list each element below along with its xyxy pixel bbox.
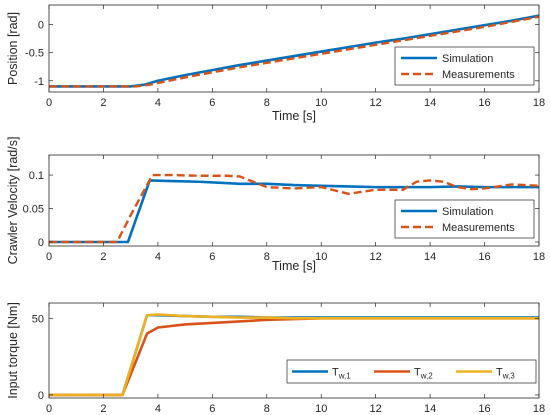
x-tick-label: 8 xyxy=(264,97,270,109)
y-tick-label: -0.5 xyxy=(25,48,44,60)
legend-box xyxy=(394,199,535,239)
x-tick-label: 8 xyxy=(264,251,270,263)
x-tick-label: 14 xyxy=(424,97,436,109)
panel-1: 0 2 4 6 8 10 12 14 16 18 -1 -0.5 0 Time [s] Position [… xyxy=(6,4,545,123)
panel-3: 0 2 4 6 8 10 12 14 16 18 0 50 Input torque [Nm] Tw,1 T… xyxy=(6,302,545,415)
legend: Simulation Measurements xyxy=(394,46,535,86)
x-tick-label: 0 xyxy=(46,403,52,415)
x-tick-label: 14 xyxy=(424,403,436,415)
y-axis-label: Crawler Velocity [rad/s] xyxy=(6,137,20,265)
x-tick-label: 8 xyxy=(264,403,270,415)
series-line-1 xyxy=(49,179,539,244)
x-tick-label: 4 xyxy=(155,403,161,415)
x-tick-label: 4 xyxy=(155,251,161,263)
legend-label-subscript: w,1 xyxy=(338,372,352,381)
x-tick-label: 6 xyxy=(209,97,215,109)
y-tick-label: 50 xyxy=(32,313,44,325)
x-tick-label: 18 xyxy=(533,97,545,109)
x-tick-label: 10 xyxy=(315,251,327,263)
series-line-3 xyxy=(49,313,539,397)
panel-2: 0 2 4 6 8 10 12 14 16 18 0 0.05 0.1 Time [s] Crawler V… xyxy=(6,137,545,273)
x-tick-label: 10 xyxy=(315,97,327,109)
y-tick-label: 0 xyxy=(38,237,44,249)
series-line-1 xyxy=(49,14,539,88)
x-tick-label: 12 xyxy=(370,251,382,263)
x-tick-label: 2 xyxy=(100,251,106,263)
x-axis-label: Time [s] xyxy=(272,259,316,273)
legend-label: Measurements xyxy=(442,222,515,234)
x-tick-label: 18 xyxy=(533,251,545,263)
x-tick-label: 10 xyxy=(315,403,327,415)
x-tick-label: 14 xyxy=(424,251,436,263)
x-tick-label: 12 xyxy=(370,403,382,415)
legend-label: Measurements xyxy=(442,69,515,81)
legend-box xyxy=(394,46,535,86)
legend-box xyxy=(286,359,537,384)
y-axis-label: Input torque [Nm] xyxy=(6,302,20,399)
x-tick-label: 0 xyxy=(46,97,52,109)
series-line-2 xyxy=(49,173,539,244)
legend-label-subscript: w,3 xyxy=(502,372,516,381)
x-tick-label: 18 xyxy=(533,403,545,415)
y-axis-label: Position [rad] xyxy=(6,12,20,85)
x-tick-label: 4 xyxy=(155,97,161,109)
y-tick-label: -1 xyxy=(34,76,44,88)
x-tick-label: 12 xyxy=(370,97,382,109)
x-tick-label: 16 xyxy=(478,403,490,415)
y-tick-label: 0.05 xyxy=(23,204,44,216)
series-line-2 xyxy=(49,15,539,88)
x-tick-label: 6 xyxy=(209,403,215,415)
x-tick-label: 2 xyxy=(100,97,106,109)
legend: Tw,1 Tw,2 Tw,3 xyxy=(286,359,537,384)
legend-label: Simulation xyxy=(442,53,493,65)
x-tick-label: 2 xyxy=(100,403,106,415)
y-tick-label: 0.1 xyxy=(29,170,44,182)
x-tick-label: 6 xyxy=(209,251,215,263)
x-axis-label: Time [s] xyxy=(272,109,316,123)
y-tick-label: 0 xyxy=(38,390,44,402)
axes-frame xyxy=(48,4,540,93)
y-tick-label: 0 xyxy=(38,20,44,32)
x-tick-label: 16 xyxy=(478,251,490,263)
x-tick-label: 16 xyxy=(478,97,490,109)
legend: Simulation Measurements xyxy=(394,199,535,239)
x-tick-label: 0 xyxy=(46,251,52,263)
axes-frame xyxy=(48,302,540,399)
legend-label-subscript: w,2 xyxy=(420,372,434,381)
axes-frame xyxy=(48,154,540,247)
legend-label: Simulation xyxy=(442,206,493,218)
